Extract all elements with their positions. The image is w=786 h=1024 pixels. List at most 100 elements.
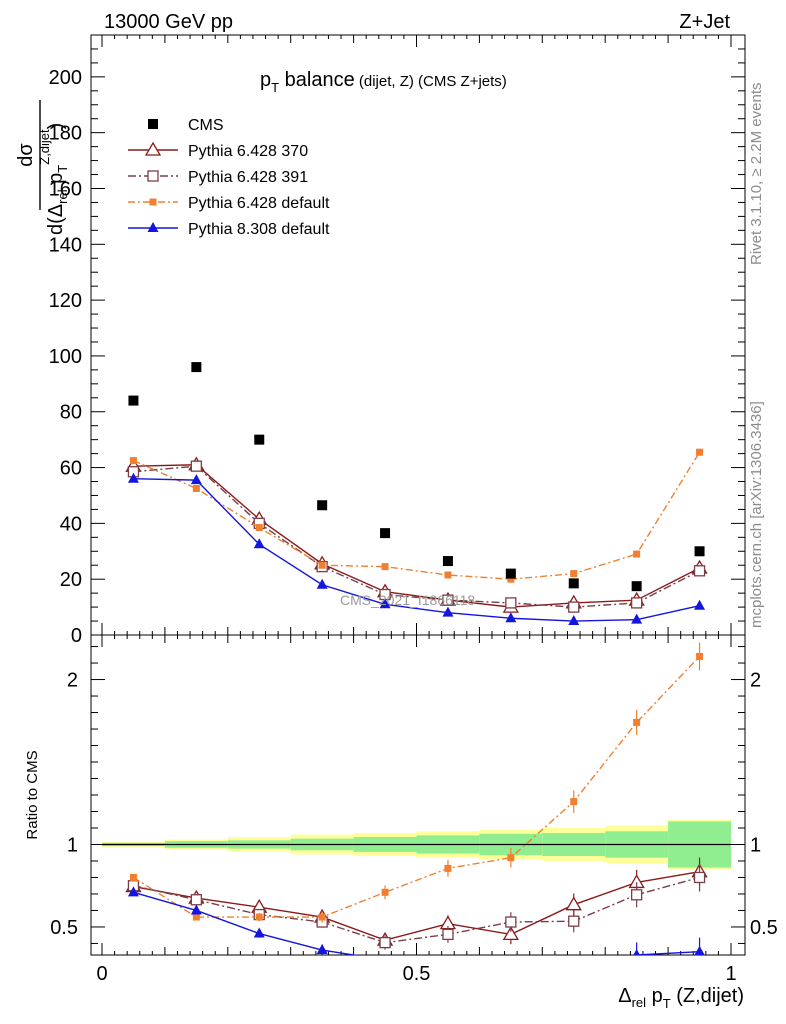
data-point	[255, 524, 263, 532]
ratio-uncertainty-band	[102, 819, 731, 870]
data-point	[381, 563, 389, 571]
main-panel-series	[125, 362, 708, 626]
y-tick-label-bottom: 1	[67, 834, 78, 856]
data-point	[444, 864, 452, 872]
data-point	[633, 718, 641, 726]
data-point	[147, 170, 159, 182]
data-point	[694, 599, 706, 610]
data-point	[380, 528, 391, 539]
x-tick-label: 1	[725, 963, 736, 985]
data-point	[253, 538, 265, 549]
rivet-version-label: Rivet 3.1.10, ≥ 2.2M events	[748, 83, 765, 266]
ratio-panel-frame	[90, 634, 746, 956]
y-tick-label-bottom-right: 0.5	[750, 917, 778, 939]
data-point	[254, 434, 265, 445]
data-point	[565, 896, 582, 911]
data-point	[190, 904, 202, 915]
data-point	[253, 927, 265, 938]
data-point	[316, 578, 328, 589]
watermark: CMS_2021_I1866118	[340, 592, 475, 608]
data-point	[442, 556, 453, 567]
data-point	[693, 871, 706, 884]
data-point	[444, 571, 452, 579]
data-point	[144, 141, 162, 156]
data-point	[316, 944, 328, 955]
legend: CMS Pythia 6.428 370 Pythia 6.428 391 Pythi…	[128, 117, 330, 238]
data-point	[381, 888, 389, 896]
data-point	[505, 568, 516, 579]
y-tick-label-top: 0	[71, 625, 82, 647]
y-tick-label-bottom-right: 2	[750, 670, 761, 692]
data-point	[631, 889, 643, 901]
data-point	[127, 472, 139, 483]
y-tick-label-top: 160	[49, 178, 82, 200]
data-point	[693, 565, 706, 577]
x-tick-label: 0.5	[403, 963, 431, 985]
y-tick-label-top: 200	[49, 67, 82, 89]
data-point	[631, 613, 643, 624]
data-point	[255, 913, 263, 921]
data-point	[128, 395, 139, 406]
legend-label: Pythia 6.428 default	[188, 195, 330, 212]
y-tick-label-top: 40	[60, 513, 82, 535]
header-left: 13000 GeV pp	[104, 11, 233, 33]
data-point	[318, 561, 326, 569]
data-point	[192, 484, 200, 492]
data-point	[149, 198, 157, 206]
data-point	[127, 886, 139, 897]
data-point	[568, 601, 580, 613]
data-point	[190, 474, 202, 485]
data-point	[631, 581, 642, 592]
y-tick-label-bottom: 2	[67, 670, 78, 692]
x-axis-label: Δrel pT (Z,dijet)	[618, 985, 744, 1011]
data-point	[379, 598, 391, 609]
ratio-panel-series	[125, 642, 708, 955]
series-line	[133, 464, 700, 608]
series-line	[133, 465, 700, 608]
data-point	[633, 949, 640, 955]
data-point	[318, 913, 326, 921]
legend-label: Pythia 8.308 default	[188, 221, 330, 238]
data-point	[442, 606, 454, 617]
data-point	[507, 575, 515, 583]
data-point	[190, 460, 203, 472]
series-line	[133, 871, 700, 941]
data-point	[568, 578, 579, 589]
data-point	[694, 945, 705, 955]
data-point	[190, 894, 203, 906]
data-point	[442, 928, 454, 941]
data-point	[191, 362, 202, 373]
data-point	[129, 457, 137, 465]
data-point	[148, 119, 158, 129]
data-point	[568, 915, 580, 927]
data-point	[505, 597, 517, 609]
data-point	[633, 550, 641, 558]
y-tick-label-top: 20	[60, 569, 82, 591]
data-point	[696, 652, 704, 660]
series-line	[133, 891, 700, 955]
data-point	[570, 570, 578, 578]
y-tick-label-top: 80	[60, 402, 82, 424]
data-point	[502, 926, 519, 941]
legend-label: CMS	[188, 117, 224, 134]
series-line	[133, 655, 701, 918]
data-point	[505, 916, 517, 928]
series-line	[133, 451, 701, 580]
plot-title: pT balance (dijet, Z) (CMS Z+jets)	[260, 69, 507, 95]
y-axis-label-numerator: dσ	[15, 143, 37, 167]
series-line	[133, 478, 700, 622]
data-point	[147, 222, 159, 232]
y-tick-label-top: 140	[49, 234, 82, 256]
data-point	[505, 612, 517, 623]
mcplots-label: mcplots.cern.ch [arXiv:1306.3436]	[748, 401, 765, 628]
axis-ticks: 0 0.5 1 0 20 40 60 80 100 120 140 160 180 200 0.5 0.5 1 1…	[49, 35, 778, 985]
y-tick-label-top: 100	[49, 346, 82, 368]
y-tick-label-top: 120	[49, 290, 82, 312]
y-tick-label-top: 180	[49, 123, 82, 145]
data-point	[507, 854, 515, 862]
legend-label: Pythia 6.428 370	[188, 143, 308, 160]
y-tick-label-top: 60	[60, 458, 82, 480]
data-point	[442, 594, 454, 606]
data-point	[568, 615, 580, 626]
